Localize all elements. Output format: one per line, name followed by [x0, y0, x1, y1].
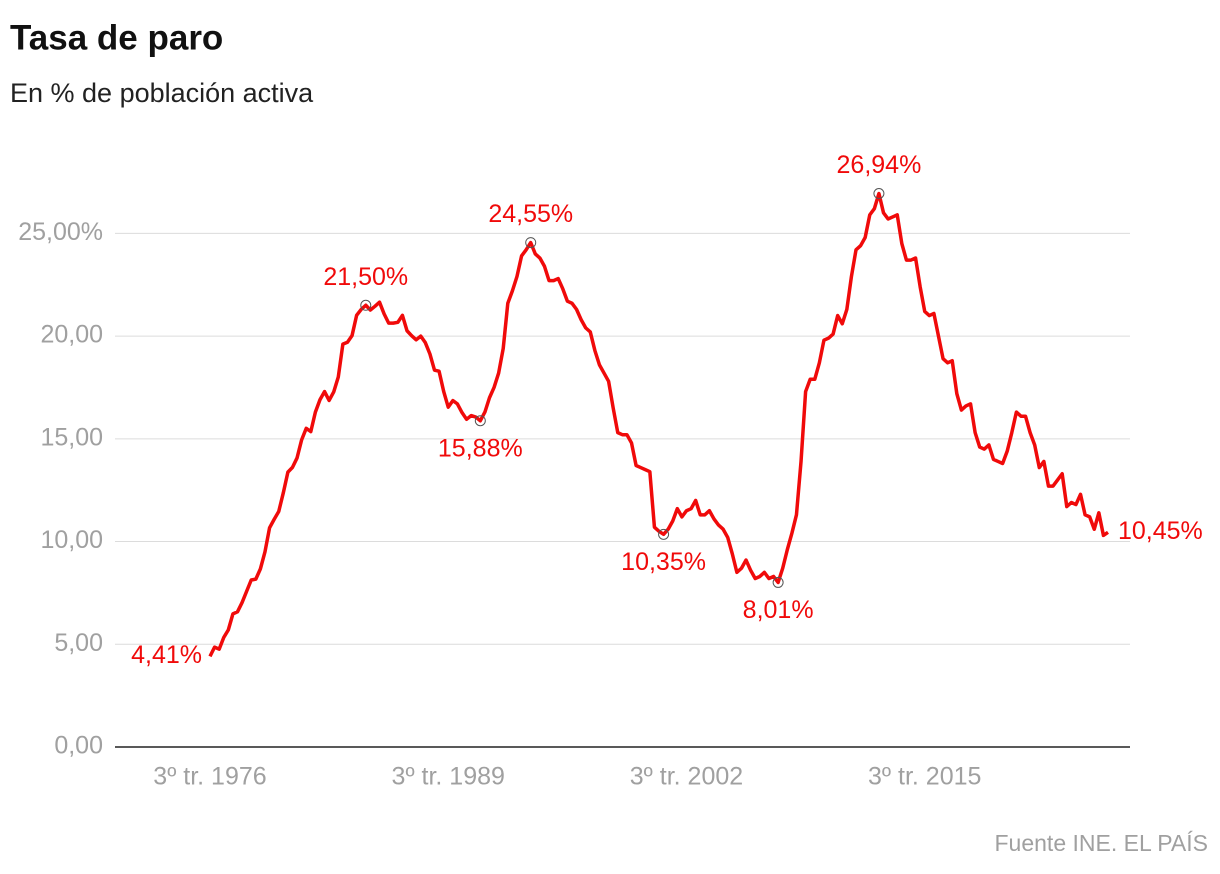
- point-marker: [873, 188, 885, 200]
- point-marker: [772, 576, 784, 588]
- data-label: 8,01%: [743, 596, 814, 624]
- line: [208, 191, 1109, 658]
- x-tick-label: 3º tr. 2015: [868, 763, 981, 791]
- x-tick-label: 3º tr. 1976: [153, 763, 266, 791]
- point-marker: [360, 299, 372, 311]
- x-tick-label: 3º tr. 2002: [630, 763, 743, 791]
- x-tick-label: 3º tr. 1989: [392, 763, 505, 791]
- y-tick-label: 10,00: [40, 526, 103, 554]
- source: Fuente INE. EL PAÍS: [995, 830, 1209, 856]
- y-tick-label: 0,00: [54, 732, 103, 760]
- point-marker: [474, 415, 486, 427]
- data-label: 10,35%: [621, 548, 706, 576]
- chart-title: Tasa de paro: [10, 18, 223, 57]
- y-tick-label: 5,00: [54, 629, 103, 657]
- y-tick-label: 20,00: [40, 321, 103, 349]
- data-label: 26,94%: [837, 151, 922, 179]
- y-tick-label: 25,00%: [18, 218, 103, 246]
- data-label: 4,41%: [131, 641, 202, 669]
- chart-subtitle: En % de población activa: [10, 78, 314, 108]
- y-tick-label: 15,00: [40, 423, 103, 451]
- data-label: 15,88%: [438, 434, 523, 462]
- point-marker: [658, 528, 670, 540]
- point-marker: [525, 237, 537, 249]
- data-label: 21,50%: [323, 263, 408, 291]
- data-label: 10,45%: [1118, 517, 1203, 545]
- data-label: 24,55%: [488, 200, 573, 228]
